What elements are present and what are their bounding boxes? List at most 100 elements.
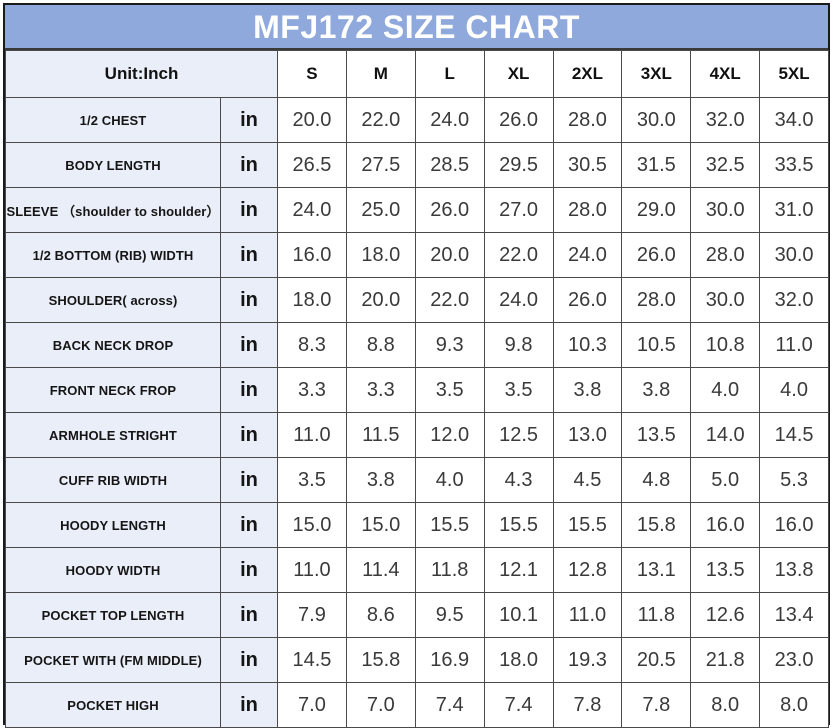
measurement-value: 22.0: [483, 232, 554, 278]
measurement-value: 34.0: [759, 97, 829, 143]
measurement-value: 28.0: [552, 97, 623, 143]
measurement-value: 8.8: [345, 322, 416, 368]
table-row: HOODY LENGTH in 15.0 15.0 15.5 15.5 15.5 15.8 16…: [5, 502, 829, 548]
measurement-label: POCKET HIGH: [5, 682, 221, 728]
measurement-value: 18.0: [483, 637, 554, 683]
measurement-label: 1/2 BOTTOM (RIB) WIDTH: [5, 232, 221, 278]
unit-cell: in: [220, 277, 278, 323]
measurement-label: BACK NECK DROP: [5, 322, 221, 368]
measurement-label: SHOULDER( across): [5, 277, 221, 323]
measurement-value: 7.4: [414, 682, 485, 728]
measurement-value: 8.3: [277, 322, 347, 368]
measurement-value: 16.0: [690, 502, 761, 548]
measurement-label: BODY LENGTH: [5, 142, 221, 188]
measurement-value: 27.0: [483, 187, 554, 233]
measurement-value: 9.8: [483, 322, 554, 368]
measurement-label: SLEEVE （shoulder to shoulder）: [5, 187, 221, 233]
unit-cell: in: [220, 142, 278, 188]
measurement-value: 15.5: [483, 502, 554, 548]
measurement-value: 3.5: [483, 367, 554, 413]
measurement-value: 29.0: [621, 187, 692, 233]
measurement-value: 22.0: [345, 97, 416, 143]
measurement-value: 20.0: [345, 277, 416, 323]
measurement-value: 16.9: [414, 637, 485, 683]
measurement-value: 28.5: [414, 142, 485, 188]
measurement-value: 30.5: [552, 142, 623, 188]
measurement-value: 20.5: [621, 637, 692, 683]
unit-cell: in: [220, 322, 278, 368]
measurement-value: 30.0: [690, 277, 761, 323]
unit-cell: in: [220, 592, 278, 638]
measurement-value: 7.8: [552, 682, 623, 728]
measurement-value: 3.5: [277, 457, 347, 503]
measurement-value: 32.5: [690, 142, 761, 188]
measurement-value: 3.8: [552, 367, 623, 413]
measurement-value: 3.8: [621, 367, 692, 413]
measurement-value: 15.8: [621, 502, 692, 548]
measurement-value: 11.0: [277, 547, 347, 593]
measurement-value: 10.3: [552, 322, 623, 368]
measurement-value: 27.5: [345, 142, 416, 188]
measurement-value: 12.1: [483, 547, 554, 593]
measurement-value: 12.0: [414, 412, 485, 458]
measurement-value: 15.0: [345, 502, 416, 548]
measurement-value: 9.5: [414, 592, 485, 638]
measurement-value: 32.0: [690, 97, 761, 143]
measurement-value: 26.5: [277, 142, 347, 188]
measurement-value: 10.5: [621, 322, 692, 368]
size-header: XL: [483, 50, 554, 98]
measurement-value: 28.0: [552, 187, 623, 233]
measurement-value: 21.8: [690, 637, 761, 683]
measurement-value: 13.5: [621, 412, 692, 458]
measurement-label: CUFF RIB WIDTH: [5, 457, 221, 503]
measurement-label: POCKET TOP LENGTH: [5, 592, 221, 638]
measurement-value: 13.1: [621, 547, 692, 593]
measurement-value: 24.0: [277, 187, 347, 233]
table-row: ARMHOLE STRIGHT in 11.0 11.5 12.0 12.5 13.0 13.…: [5, 412, 829, 458]
measurement-value: 18.0: [277, 277, 347, 323]
measurement-value: 13.5: [690, 547, 761, 593]
unit-cell: in: [220, 232, 278, 278]
measurement-label: 1/2 CHEST: [5, 97, 221, 143]
measurement-value: 15.0: [277, 502, 347, 548]
measurement-value: 12.5: [483, 412, 554, 458]
measurement-value: 13.4: [759, 592, 829, 638]
measurement-value: 16.0: [759, 502, 829, 548]
size-header: S: [277, 50, 347, 98]
measurement-value: 22.0: [414, 277, 485, 323]
unit-cell: in: [220, 502, 278, 548]
measurement-value: 14.5: [277, 637, 347, 683]
size-header: L: [414, 50, 485, 98]
measurement-label: HOODY LENGTH: [5, 502, 221, 548]
measurement-value: 7.8: [621, 682, 692, 728]
measurement-value: 3.3: [345, 367, 416, 413]
measurement-value: 26.0: [621, 232, 692, 278]
measurement-value: 7.0: [277, 682, 347, 728]
measurement-value: 16.0: [277, 232, 347, 278]
table-body: 1/2 CHEST in 20.0 22.0 24.0 26.0 28.0 30.0 32.0 3…: [5, 97, 829, 728]
unit-cell: in: [220, 682, 278, 728]
measurement-value: 24.0: [414, 97, 485, 143]
measurement-value: 11.4: [345, 547, 416, 593]
measurement-value: 26.0: [483, 97, 554, 143]
measurement-value: 4.8: [621, 457, 692, 503]
measurement-label: POCKET WITH (FM MIDDLE): [5, 637, 221, 683]
measurement-value: 26.0: [414, 187, 485, 233]
measurement-value: 15.5: [552, 502, 623, 548]
measurement-value: 11.8: [414, 547, 485, 593]
size-chart: MFJ172 SIZE CHART Unit:Inch S M L XL 2XL…: [3, 3, 830, 728]
measurement-value: 18.0: [345, 232, 416, 278]
measurement-value: 15.5: [414, 502, 485, 548]
size-header: 4XL: [690, 50, 761, 98]
measurement-value: 8.0: [759, 682, 829, 728]
measurement-value: 11.0: [552, 592, 623, 638]
measurement-value: 19.3: [552, 637, 623, 683]
unit-cell: in: [220, 457, 278, 503]
measurement-value: 12.8: [552, 547, 623, 593]
table-row: CUFF RIB WIDTH in 3.5 3.8 4.0 4.3 4.5 4.8 5.0 5.3: [5, 457, 829, 503]
measurement-value: 12.6: [690, 592, 761, 638]
measurement-value: 11.5: [345, 412, 416, 458]
table-row: SLEEVE （shoulder to shoulder） in 24.0 25.0 2…: [5, 187, 829, 233]
measurement-value: 29.5: [483, 142, 554, 188]
measurement-value: 4.0: [690, 367, 761, 413]
